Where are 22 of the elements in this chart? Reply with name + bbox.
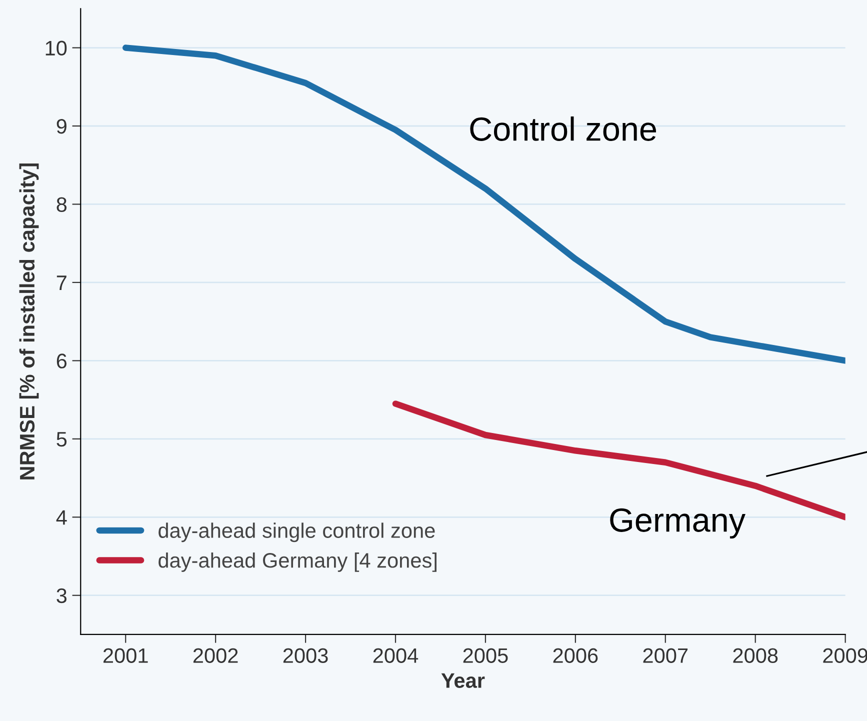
annotation: Control zone (470, 116, 656, 141)
y-tick-label: 5 (56, 432, 67, 447)
y-tick-label: 3 (56, 588, 67, 604)
y-tick-label: 10 (46, 40, 67, 56)
y-axis-title: NRMSE [% of installed capacity] (19, 164, 39, 480)
legend-label: day-ahead single control zone (158, 522, 435, 542)
x-tick-label: 2003 (283, 648, 328, 663)
x-axis-title: Year (441, 673, 485, 688)
x-tick-label: 2006 (553, 648, 598, 663)
x-tick-label: 2004 (373, 648, 418, 663)
x-tick-label: 2005 (463, 648, 508, 663)
x-tick-label: 2001 (103, 648, 148, 663)
y-tick-label: 4 (56, 510, 67, 525)
x-tick-label: 2008 (733, 648, 778, 663)
legend-label: day-ahead Germany [4 zones] (158, 552, 436, 572)
y-tick-label: 7 (56, 276, 66, 290)
y-tick-label: 9 (56, 118, 66, 134)
y-tick-label: 8 (56, 197, 67, 212)
x-tick-label: 2002 (193, 648, 238, 663)
x-tick-label: 2007 (643, 648, 688, 663)
annotation: Germany (610, 508, 746, 539)
y-tick-label: 6 (56, 354, 67, 368)
